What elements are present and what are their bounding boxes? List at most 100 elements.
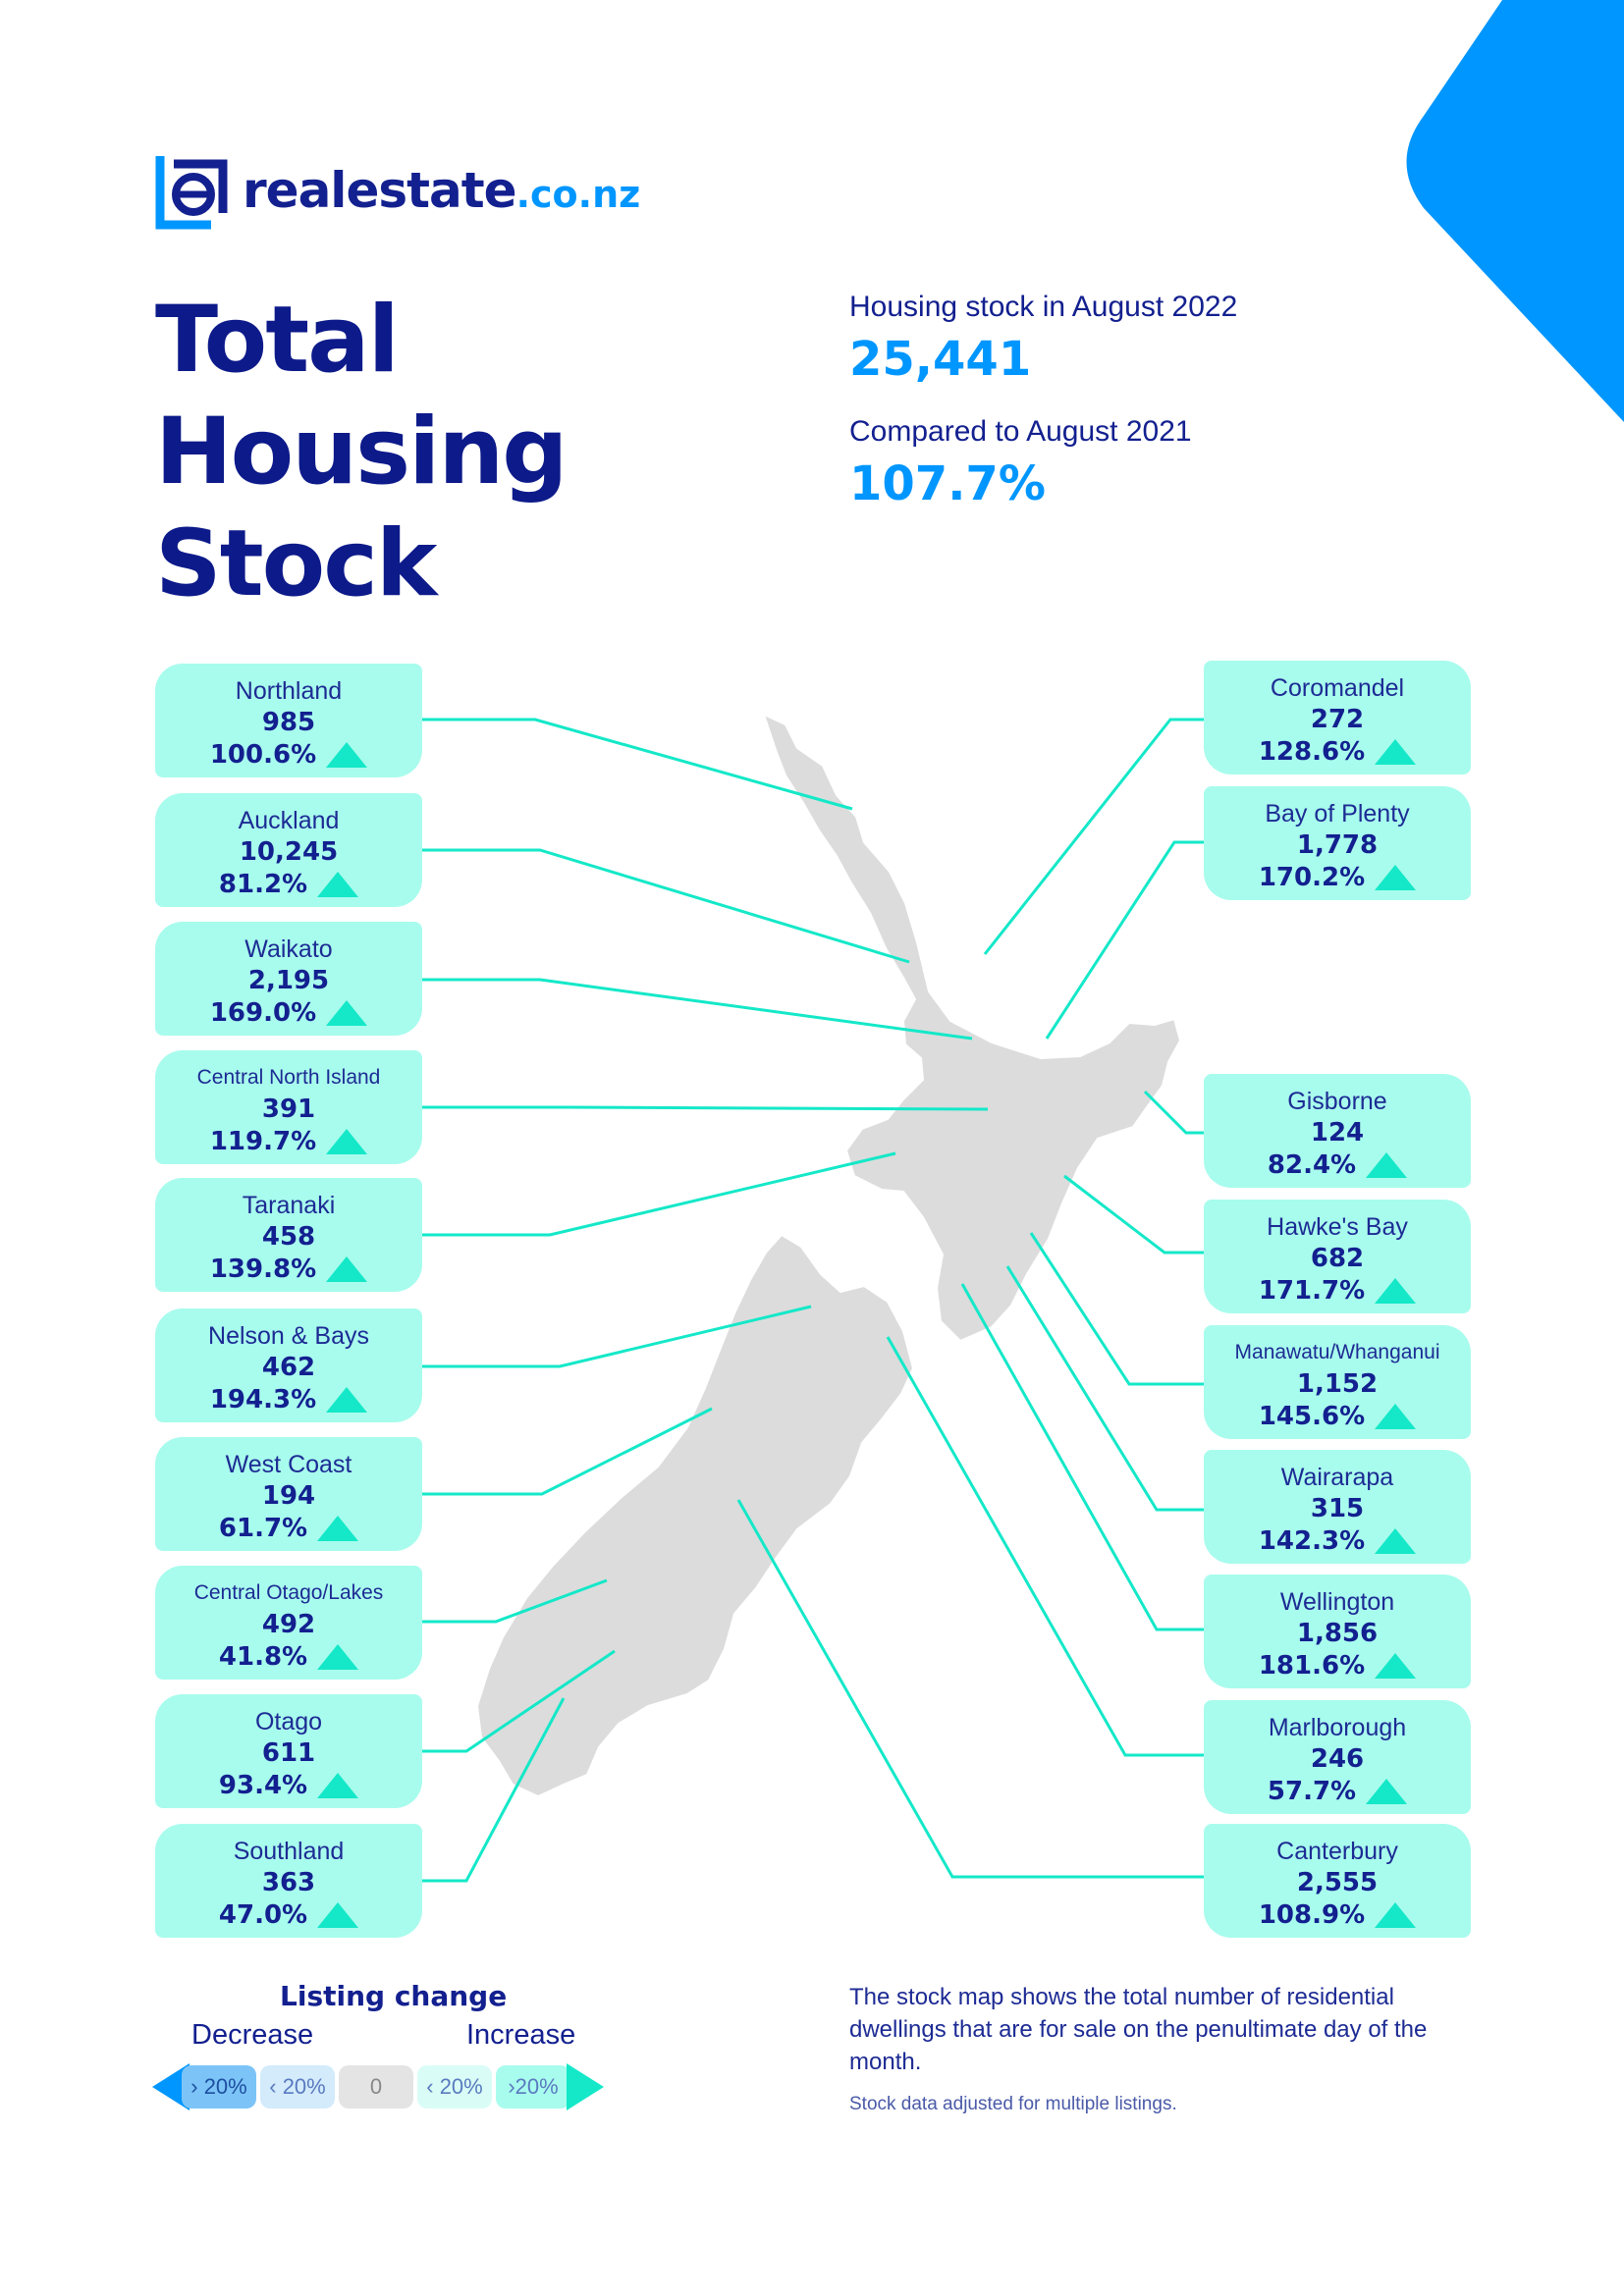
increase-arrow-icon	[317, 1644, 359, 1670]
increase-arrow-icon	[1366, 1779, 1408, 1804]
region-count: 1,152	[1296, 1369, 1379, 1399]
region-card-west-coast[interactable]: West Coast 194 61.7%	[155, 1437, 422, 1551]
region-count: 315	[1310, 1494, 1365, 1523]
region-name: Taranaki	[242, 1192, 336, 1219]
region-card-canterbury[interactable]: Canterbury 2,555 108.9%	[1204, 1824, 1471, 1938]
region-card-wairarapa[interactable]: Wairarapa 315 142.3%	[1204, 1450, 1471, 1564]
region-card-gisborne[interactable]: Gisborne 124 82.4%	[1204, 1074, 1471, 1188]
increase-arrow-icon	[326, 1256, 368, 1282]
region-name: Waikato	[244, 935, 333, 963]
region-count: 10,245	[239, 837, 339, 867]
region-change: 119.7%	[210, 1125, 368, 1158]
logo-wordmark: realestate.co.nz	[243, 162, 641, 219]
region-name: Marlborough	[1268, 1714, 1407, 1741]
legend-chip-small-increase: ‹ 20%	[417, 2065, 492, 2109]
region-count: 2,195	[247, 966, 330, 995]
increase-arrow-icon	[567, 2063, 604, 2110]
footnote: The stock map shows the total number of …	[849, 1984, 1428, 2075]
region-name: Bay of Plenty	[1265, 800, 1410, 828]
region-card-central-otago-lakes[interactable]: Central Otago/Lakes 492 41.8%	[155, 1566, 422, 1680]
region-card-central-north-island[interactable]: Central North Island 391 119.7%	[155, 1050, 422, 1164]
region-change: 139.8%	[210, 1253, 368, 1286]
legend-chip-small-decrease: ‹ 20%	[260, 2065, 335, 2109]
increase-arrow-icon	[1375, 1528, 1417, 1554]
region-name: Gisborne	[1287, 1088, 1387, 1115]
legend-chip-large-increase: ›20%	[496, 2065, 570, 2109]
region-card-bay-of-plenty[interactable]: Bay of Plenty 1,778 170.2%	[1204, 786, 1471, 900]
region-change: 81.2%	[219, 868, 359, 901]
north-island-shape	[762, 713, 1182, 1343]
connector-lines	[422, 718, 1204, 1883]
region-name: Wellington	[1279, 1588, 1395, 1616]
region-count: 458	[261, 1222, 316, 1252]
region-count: 2,555	[1296, 1868, 1379, 1897]
region-count: 391	[261, 1095, 316, 1124]
region-change: 41.8%	[219, 1640, 359, 1674]
region-card-southland[interactable]: Southland 363 47.0%	[155, 1824, 422, 1938]
region-card-wellington[interactable]: Wellington 1,856 181.6%	[1204, 1575, 1471, 1688]
region-count: 985	[261, 708, 316, 737]
region-change: 181.6%	[1259, 1649, 1417, 1682]
stock-label: Housing stock in August 2022	[849, 291, 1238, 323]
region-card-marlborough[interactable]: Marlborough 246 57.7%	[1204, 1700, 1471, 1814]
region-card-nelson-bays[interactable]: Nelson & Bays 462 194.3%	[155, 1308, 422, 1422]
increase-arrow-icon	[326, 1387, 368, 1413]
increase-arrow-icon	[317, 872, 359, 897]
region-name: Otago	[254, 1708, 323, 1735]
region-change: 145.6%	[1259, 1400, 1417, 1433]
title-line-1: Total	[155, 287, 400, 394]
region-name: Central Otago/Lakes	[193, 1581, 384, 1604]
region-count: 682	[1310, 1244, 1365, 1273]
increase-arrow-icon	[1375, 1404, 1417, 1429]
region-name: Southland	[233, 1838, 345, 1865]
comparison-summary: Compared to August 2021 107.7%	[849, 415, 1192, 511]
legend-chip-large-decrease: › 20%	[182, 2065, 256, 2109]
region-change: 170.2%	[1259, 861, 1417, 894]
region-change: 47.0%	[219, 1898, 359, 1932]
region-name: Coromandel	[1270, 674, 1405, 702]
region-card-otago[interactable]: Otago 611 93.4%	[155, 1694, 422, 1808]
region-card-coromandel[interactable]: Coromandel 272 128.6%	[1204, 661, 1471, 774]
region-name: Central North Island	[196, 1066, 381, 1089]
legend-decrease-label: Decrease	[191, 2019, 314, 2051]
region-card-hawkes-bay[interactable]: Hawke's Bay 682 171.7%	[1204, 1200, 1471, 1313]
region-count: 462	[261, 1353, 316, 1382]
logo[interactable]: realestate.co.nz	[152, 150, 640, 231]
region-card-auckland[interactable]: Auckland 10,245 81.2%	[155, 793, 422, 907]
region-change: 171.7%	[1259, 1274, 1417, 1308]
region-count: 492	[261, 1610, 316, 1639]
increase-arrow-icon	[317, 1773, 359, 1798]
region-count: 194	[261, 1481, 316, 1511]
region-card-manawatu-whanganui[interactable]: Manawatu/Whanganui 1,152 145.6%	[1204, 1325, 1471, 1439]
legend-chip-no-change: 0	[339, 2065, 413, 2109]
region-card-taranaki[interactable]: Taranaki 458 139.8%	[155, 1178, 422, 1292]
region-change: 82.4%	[1268, 1148, 1408, 1182]
increase-arrow-icon	[317, 1902, 359, 1928]
page-title: Total Housing Stock	[155, 285, 666, 620]
legend-increase-label: Increase	[466, 2019, 576, 2051]
logo-mark-icon	[155, 156, 228, 230]
legend-title: Listing change	[280, 1980, 508, 2012]
region-change: 61.7%	[219, 1512, 359, 1545]
region-name: Wairarapa	[1280, 1464, 1394, 1491]
region-card-northland[interactable]: Northland 985 100.6%	[155, 664, 422, 777]
region-name: Canterbury	[1276, 1838, 1398, 1865]
region-change: 128.6%	[1259, 735, 1417, 769]
increase-arrow-icon	[326, 1129, 368, 1154]
increase-arrow-icon	[1366, 1152, 1408, 1178]
region-change: 57.7%	[1268, 1775, 1408, 1808]
region-change: 142.3%	[1259, 1524, 1417, 1558]
increase-arrow-icon	[1375, 1902, 1417, 1928]
increase-arrow-icon	[1375, 865, 1417, 890]
increase-arrow-icon	[317, 1516, 359, 1541]
region-count: 246	[1310, 1744, 1365, 1774]
increase-arrow-icon	[1375, 739, 1417, 765]
increase-arrow-icon	[326, 1000, 368, 1026]
region-count: 1,856	[1296, 1619, 1379, 1648]
region-card-waikato[interactable]: Waikato 2,195 169.0%	[155, 922, 422, 1036]
stock-value: 25,441	[849, 332, 1032, 387]
region-count: 272	[1310, 705, 1365, 734]
region-name: Northland	[235, 677, 343, 705]
title-line-2: Housing	[155, 399, 568, 506]
